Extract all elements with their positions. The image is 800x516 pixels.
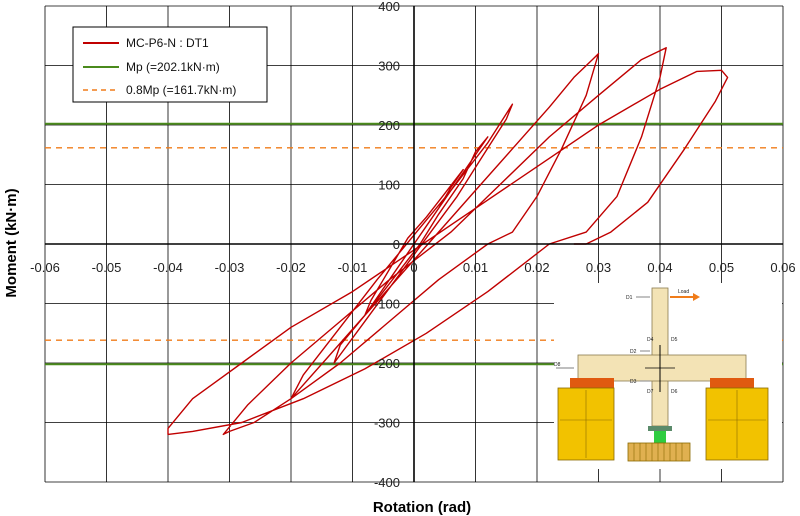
y-tick-label: -400 — [374, 475, 400, 490]
label-load: Load — [678, 289, 689, 295]
legend-label-series: MC-P6-N : DT1 — [126, 36, 209, 50]
test-setup-illustration: Load D1 D4 D5 D2 D8 D3 D7 D6 — [554, 283, 782, 469]
base-reaction-block — [627, 442, 691, 462]
label-d7: D7 — [647, 389, 654, 395]
series-layer — [167, 47, 729, 436]
y-tick-label: -100 — [374, 297, 400, 312]
base-pin — [654, 431, 666, 443]
y-tick-label: -200 — [374, 356, 400, 371]
y-tick-label: 300 — [378, 59, 400, 74]
axes — [45, 6, 783, 482]
right-support-plate — [710, 378, 754, 388]
x-tick-label: -0.02 — [276, 260, 306, 275]
label-d4: D4 — [647, 337, 654, 343]
y-tick-label: -300 — [374, 416, 400, 431]
x-tick-label: -0.04 — [153, 260, 183, 275]
legend: MC-P6-N : DT1 Mp (=202.1kN·m) 0.8Mp (=16… — [72, 26, 268, 103]
x-tick-label: 0.05 — [709, 260, 734, 275]
label-d3: D3 — [630, 379, 637, 385]
x-tick-label: -0.01 — [338, 260, 368, 275]
base-pin-cap — [648, 426, 672, 431]
y-axis-title: Moment (kN·m) — [3, 188, 20, 297]
label-d1: D1 — [626, 295, 633, 301]
y-tick-label: 200 — [378, 118, 400, 133]
x-tick-label: -0.05 — [92, 260, 122, 275]
x-axis-title: Rotation (rad) — [373, 499, 471, 516]
legend-label-mp: Mp (=202.1kN·m) — [126, 60, 220, 74]
base-hatching — [633, 443, 683, 461]
hysteresis-curve — [167, 47, 729, 436]
y-tick-label: 0 — [393, 237, 400, 252]
load-arrow-head — [693, 293, 700, 301]
y-tick-label: 400 — [378, 0, 400, 14]
x-tick-label: -0.06 — [30, 260, 60, 275]
left-support-plate — [570, 378, 614, 388]
x-tick-label: 0 — [410, 260, 417, 275]
label-d2: D2 — [630, 349, 637, 355]
x-tick-label: 0.02 — [524, 260, 549, 275]
label-d5: D5 — [671, 337, 678, 343]
tick-labels: -0.06 -0.05 -0.04 -0.03 -0.02 -0.01 0 0.01 0.02 0… — [30, 0, 795, 490]
x-tick-label: 0.03 — [586, 260, 611, 275]
label-d6: D6 — [671, 389, 678, 395]
x-tick-label: 0.06 — [770, 260, 795, 275]
legend-label-08mp: 0.8Mp (=161.7kN·m) — [126, 83, 236, 97]
label-d8: D8 — [554, 362, 561, 368]
y-tick-label: 100 — [378, 178, 400, 193]
x-tick-label: 0.04 — [647, 260, 672, 275]
x-tick-label: 0.01 — [463, 260, 488, 275]
x-tick-label: -0.03 — [215, 260, 245, 275]
